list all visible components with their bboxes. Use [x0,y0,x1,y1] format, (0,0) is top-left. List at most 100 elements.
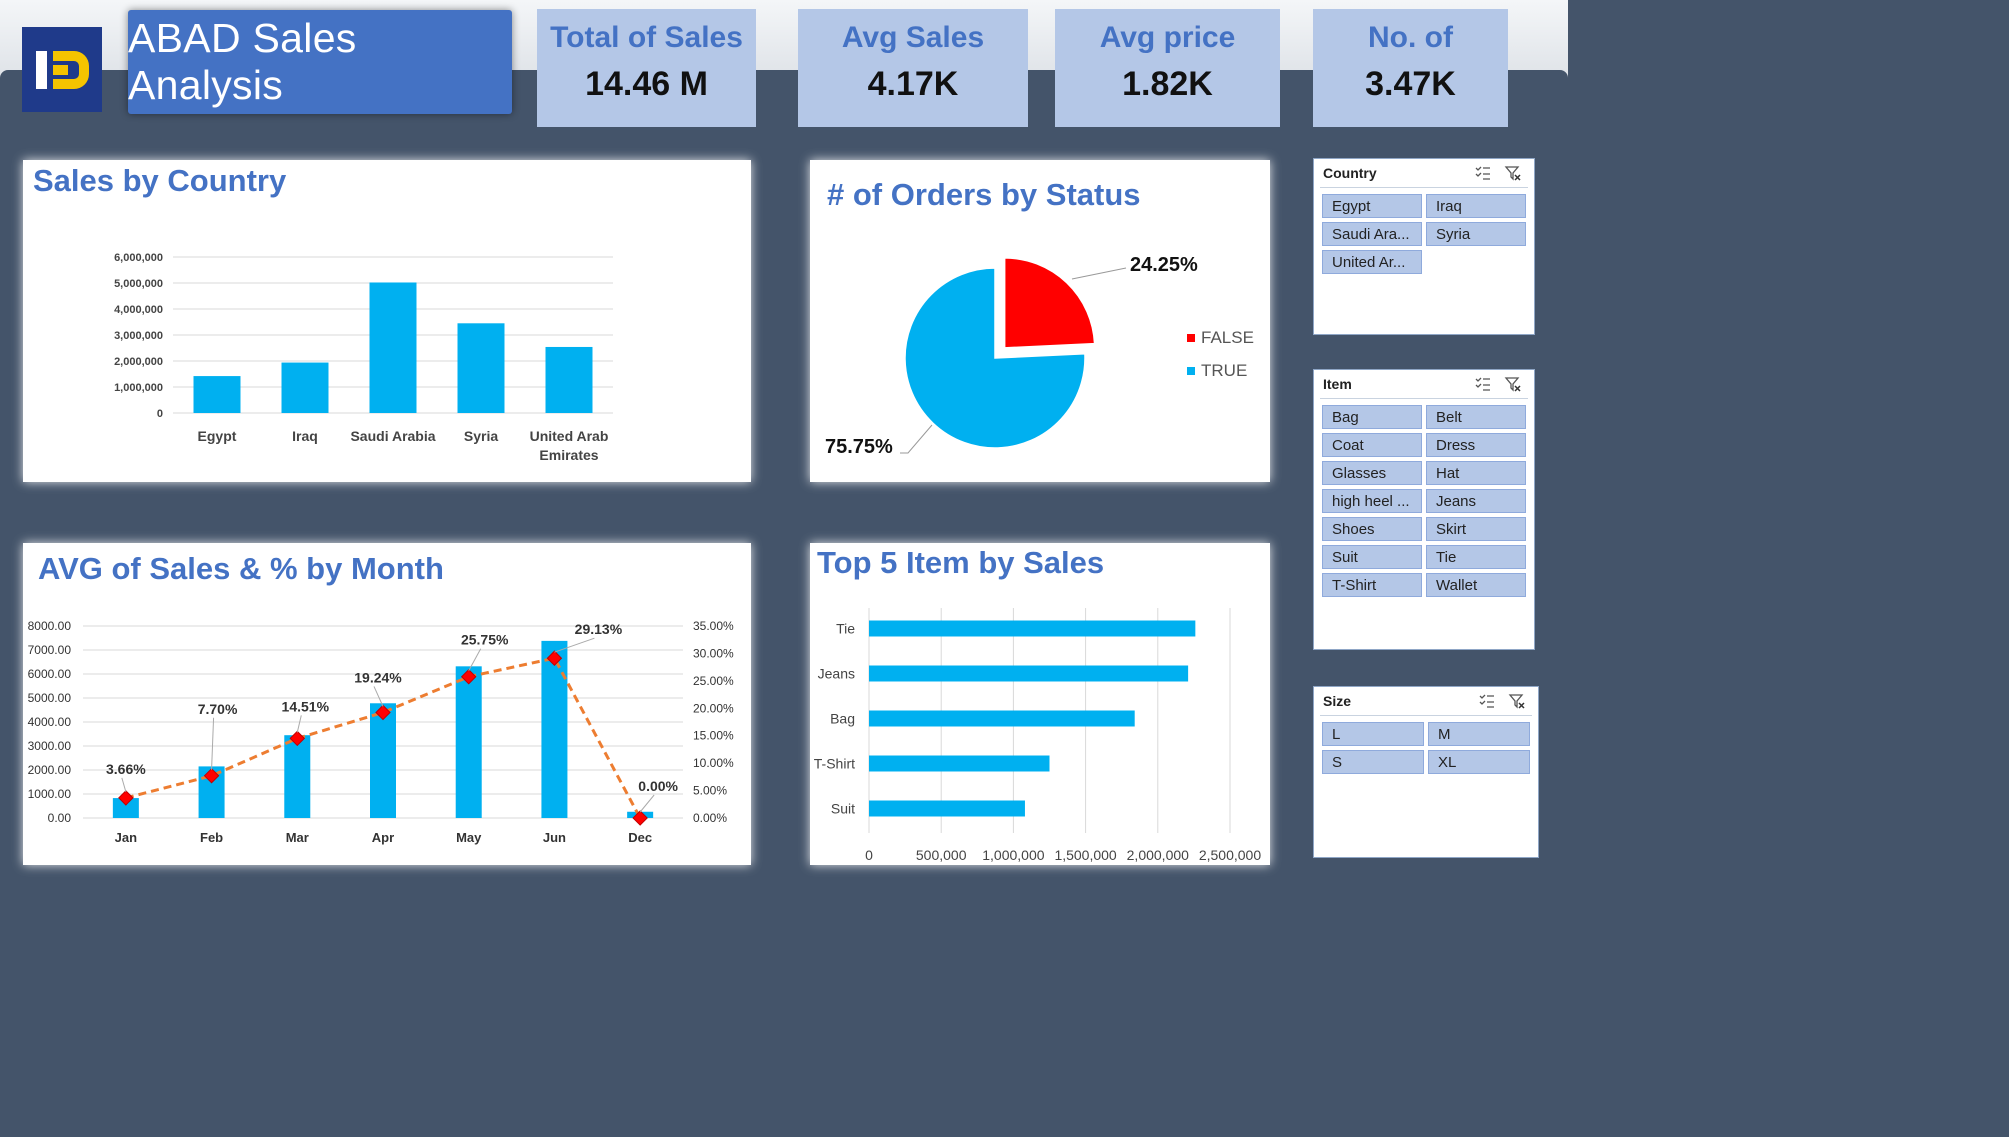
kpi-total-sales: Total of Sales 14.46 M [537,9,756,127]
orders-by-status-chart: 24.25% 75.75% FALSE TRUE [825,254,1254,458]
y2-tick-label: 5.00% [693,784,727,798]
bar [869,710,1135,727]
y-tick-label: 4000.00 [28,715,72,729]
kpi-value: 3.47K [1365,65,1456,103]
leader-line [900,424,933,454]
slicer-item-button[interactable]: S [1322,750,1424,774]
slicer-item-button[interactable]: L [1322,722,1424,746]
slicer-item-button[interactable]: United Ar... [1322,250,1422,274]
y-tick-label: Jeans [818,666,855,682]
slicer-item-button[interactable]: Coat [1322,433,1422,457]
x-tick-label: Jan [115,830,137,845]
bar [869,755,1050,772]
x-tick-label: Iraq [292,428,318,444]
data-label: 3.66% [106,761,146,777]
slicer-item-button[interactable]: Glasses [1322,461,1422,485]
y-tick-label: 5,000,000 [114,278,163,290]
orders-by-status-panel: # of Orders by Status 24.25% 75.75% FALSE T… [810,160,1270,482]
avg-sales-by-month-panel: AVG of Sales & % by Month 0.00 1000.00 200… [23,543,751,865]
x-tick-label: Dec [628,830,652,845]
bar [455,666,482,818]
data-label: 7.70% [198,701,238,717]
kpi-label: No. of [1368,21,1453,54]
y-tick-label: 6000.00 [28,667,72,681]
slicer-item-button[interactable]: Wallet [1426,573,1526,597]
slicer-header: Size [1320,687,1532,716]
slicer-item-button[interactable]: Syria [1426,222,1526,246]
slicer-item-button[interactable]: Egypt [1322,194,1422,218]
line-marker [460,668,477,685]
slicer-item-button[interactable]: Hat [1426,461,1526,485]
slicer-item-button[interactable]: Jeans [1426,489,1526,513]
item-slicer: Item Bag Belt Coat Dress Glasses Hat high heel… [1313,369,1535,650]
clear-filter-icon[interactable] [1508,692,1526,710]
slicer-item-button[interactable]: Tie [1426,545,1526,569]
line-marker [632,810,648,826]
data-label: 19.24% [354,669,402,685]
multi-select-icon[interactable] [1474,375,1492,393]
chart-title: # of Orders by Status [827,177,1141,212]
slicer-item-button[interactable]: T-Shirt [1322,573,1422,597]
slicer-item-button[interactable]: Dress [1426,433,1526,457]
pie-slice [904,267,1086,449]
bar [369,282,417,413]
y-tick-label: 1,000,000 [114,382,163,394]
line-marker [546,650,563,666]
slicer-item-button[interactable]: M [1428,722,1530,746]
x-tick-label: Jun [543,830,566,845]
chart-title: Sales by Country [33,163,287,198]
bar [370,703,396,818]
y2-tick-label: 35.00% [693,619,734,633]
y2-tick-label: 20.00% [693,701,734,715]
sales-by-country-panel: Sales by Country 0 1,000,000 2,000,000 3,00… [23,160,751,482]
slicer-item-button[interactable]: Iraq [1426,194,1526,218]
leader-line [468,648,482,671]
y-tick-label: 5000.00 [28,691,72,705]
clear-filter-icon[interactable] [1504,375,1522,393]
bar [541,640,568,818]
multi-select-icon[interactable] [1478,692,1496,710]
x-tick-label: 2,000,000 [1127,847,1189,863]
slicer-item-button[interactable]: Shoes [1322,517,1422,541]
x-tick-label: Emirates [539,447,598,463]
legend-label: TRUE [1201,361,1247,380]
slicer-item-button[interactable]: XL [1428,750,1530,774]
x-tick-label: 500,000 [916,847,967,863]
kpi-value: 1.82K [1122,65,1213,103]
y-tick-label: 3,000,000 [114,330,163,342]
slicer-item-button[interactable]: Belt [1426,405,1526,429]
leader-line [639,794,655,813]
x-tick-label: Syria [464,428,498,444]
y-tick-label: 0.00 [48,811,72,825]
slicer-item-button[interactable]: Skirt [1426,517,1526,541]
chart-title: AVG of Sales & % by Month [38,551,444,586]
y-tick-label: 2,000,000 [114,356,163,368]
line-marker [289,730,306,747]
y2-tick-label: 0.00% [693,811,727,825]
bar [112,798,139,818]
slicer-item-button[interactable]: high heel ... [1322,489,1422,513]
data-label: 24.25% [1130,254,1198,276]
bar [869,620,1196,637]
x-tick-label: May [456,830,482,845]
chart-title: Top 5 Item by Sales [817,545,1105,580]
x-tick-label: Mar [286,830,309,845]
y-tick-label: 6,000,000 [114,252,163,264]
clear-filter-icon[interactable] [1504,164,1522,182]
slicer-items: Bag Belt Coat Dress Glasses Hat high heel ... J… [1314,399,1534,603]
y-tick-label: Bag [830,711,855,727]
slicer-item-button[interactable]: Saudi Ara... [1322,222,1422,246]
y-tick-label: Suit [831,801,855,817]
leader-line [211,717,215,770]
kpi-avg-price: Avg price 1.82K [1055,9,1280,127]
slicer-title: Size [1323,693,1352,709]
leader-line [373,686,384,707]
kpi-number-of: No. of 3.47K [1313,9,1508,127]
multi-select-icon[interactable] [1474,164,1492,182]
slicer-item-button[interactable]: Suit [1322,545,1422,569]
kpi-label: Total of Sales [550,21,743,54]
y-tick-label: 1000.00 [28,787,72,801]
slicer-item-button[interactable]: Bag [1322,405,1422,429]
dashboard-title: ABAD Sales Analysis [128,15,357,108]
line-marker [375,704,391,721]
